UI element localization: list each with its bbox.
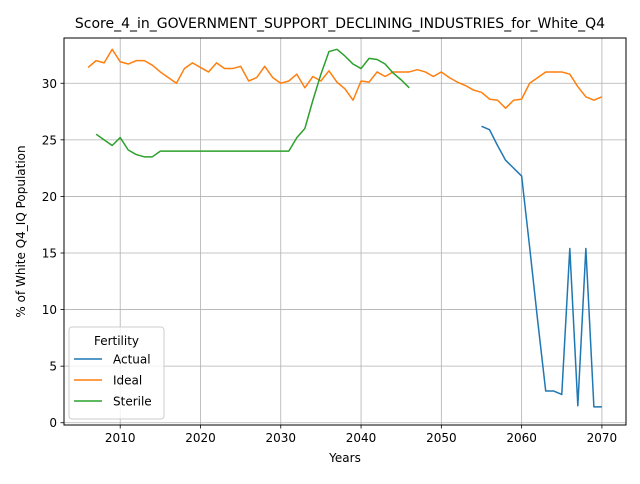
series-line-ideal xyxy=(87,48,603,109)
series-lines xyxy=(87,48,603,408)
y-tick-label: 0 xyxy=(49,416,57,430)
y-tick-label: 20 xyxy=(42,190,57,204)
legend-box xyxy=(68,326,165,420)
legend-label-sterile: Sterile xyxy=(113,395,152,409)
x-tick-label: 2020 xyxy=(185,431,216,445)
x-axis-label: Years xyxy=(328,451,361,465)
series-line-actual xyxy=(481,125,602,408)
legend-title: Fertility xyxy=(94,334,139,348)
y-tick-label: 5 xyxy=(49,360,57,374)
x-tick-label: 2040 xyxy=(346,431,377,445)
series-line-sterile xyxy=(95,48,410,158)
x-tick-label: 2070 xyxy=(587,431,618,445)
chart-title: Score_4_in_GOVERNMENT_SUPPORT_DECLINING_… xyxy=(75,16,605,32)
legend: Fertility Actual Ideal Sterile xyxy=(68,326,165,420)
y-tick-label: 25 xyxy=(42,133,57,147)
plot-frame xyxy=(63,37,627,426)
x-tick-label: 2010 xyxy=(105,431,136,445)
y-tick-label: 15 xyxy=(42,247,57,261)
x-tick-label: 2050 xyxy=(426,431,457,445)
y-axis-label: % of White Q4_IQ Population xyxy=(14,145,28,317)
y-tick-label: 10 xyxy=(42,303,57,317)
axis-ticks: 2010 2020 2030 2040 2050 2060 2070 0 5 10 15 20 25 30 xyxy=(42,77,617,445)
y-tick-label: 30 xyxy=(42,77,57,91)
x-tick-label: 2030 xyxy=(265,431,296,445)
legend-label-actual: Actual xyxy=(113,353,151,367)
legend-label-ideal: Ideal xyxy=(113,374,142,388)
x-tick-label: 2060 xyxy=(506,431,537,445)
